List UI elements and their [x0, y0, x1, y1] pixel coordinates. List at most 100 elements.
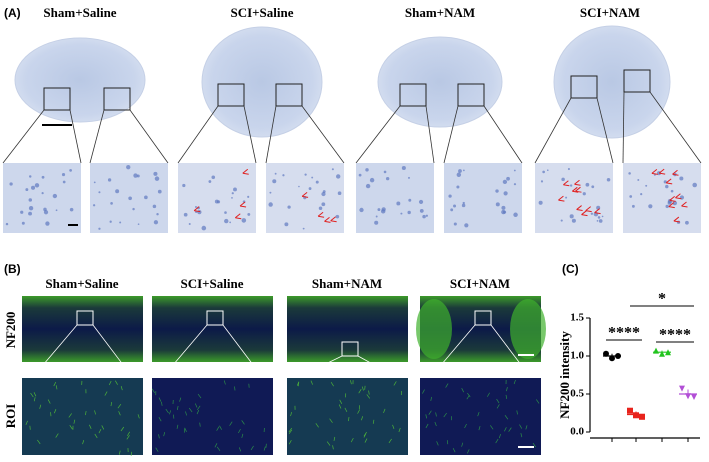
- cell: [153, 171, 158, 176]
- zoom-image: [3, 163, 81, 233]
- fiber: [452, 448, 456, 453]
- cell: [331, 168, 334, 171]
- cell: [419, 209, 424, 213]
- y-tick-label: 1.0: [570, 350, 584, 362]
- cell: [380, 209, 386, 214]
- fiber: [238, 447, 242, 452]
- fiber: [430, 396, 432, 401]
- cell: [542, 170, 545, 174]
- fiber: [37, 439, 41, 445]
- fiber: [68, 413, 72, 418]
- zoom-line: [534, 97, 572, 164]
- cell: [21, 221, 25, 225]
- fiber: [464, 423, 467, 429]
- cell: [216, 200, 221, 204]
- fiber: [120, 386, 123, 391]
- nf200-image: [152, 296, 273, 362]
- roi-box: [43, 87, 71, 111]
- glow: [416, 299, 452, 359]
- zoom-line: [265, 105, 277, 164]
- cell: [247, 195, 250, 198]
- cell: [502, 179, 508, 185]
- cell: [503, 191, 508, 196]
- roi-box: [457, 83, 485, 107]
- cell: [665, 204, 669, 209]
- fiber: [290, 412, 292, 417]
- point: [665, 349, 671, 356]
- cell: [241, 218, 247, 223]
- fiber: [288, 439, 292, 445]
- fiber: [467, 392, 471, 398]
- nf200-image: [287, 296, 408, 362]
- cell: [336, 174, 341, 179]
- cell: [93, 181, 96, 184]
- point: [603, 350, 609, 357]
- zoom-line: [296, 355, 343, 379]
- row-label: NF200: [3, 312, 18, 349]
- fiber: [169, 410, 172, 415]
- fiber: [197, 393, 202, 399]
- panel-label: (C): [562, 262, 579, 276]
- arrow: [672, 169, 679, 176]
- arrow: [239, 201, 247, 208]
- fiber: [55, 385, 58, 390]
- cell: [231, 197, 233, 199]
- fiber: [30, 392, 34, 398]
- cell: [247, 212, 251, 216]
- fiber: [179, 397, 182, 402]
- fiber: [422, 389, 425, 394]
- fiber: [504, 427, 507, 432]
- cell: [365, 168, 369, 172]
- fiber: [310, 380, 313, 385]
- cell: [513, 212, 518, 218]
- cell: [298, 185, 300, 188]
- zoom-line: [161, 324, 208, 379]
- point: [659, 350, 665, 357]
- cell: [375, 215, 378, 218]
- arrow: [651, 169, 658, 175]
- fiber: [98, 428, 102, 434]
- cell: [513, 169, 516, 172]
- cell: [582, 192, 586, 196]
- zoom-line: [92, 324, 134, 379]
- cell: [637, 178, 640, 181]
- cell: [157, 189, 162, 194]
- fiber: [434, 421, 437, 427]
- fiber: [466, 449, 470, 454]
- zoom-line: [483, 105, 523, 164]
- fiber: [216, 446, 221, 451]
- arrow: [242, 168, 249, 175]
- fiber: [496, 404, 500, 409]
- group-title: Sham+NAM: [405, 5, 475, 20]
- fiber: [504, 415, 509, 420]
- fiber: [392, 424, 395, 429]
- cell: [400, 212, 403, 215]
- cell: [188, 222, 191, 225]
- fiber: [368, 390, 370, 395]
- cell: [513, 183, 517, 186]
- fiber: [338, 404, 342, 409]
- cell: [152, 204, 157, 209]
- zoom-line: [649, 91, 702, 164]
- zoom-line: [69, 109, 82, 164]
- fiber: [446, 440, 449, 445]
- cell: [98, 191, 101, 194]
- cell: [408, 176, 410, 179]
- cell: [591, 185, 595, 189]
- cell: [208, 180, 212, 183]
- point: [627, 407, 633, 414]
- cell: [590, 212, 594, 215]
- fiber: [229, 421, 233, 426]
- fiber: [127, 431, 131, 437]
- arrow: [563, 180, 570, 187]
- arrow: [575, 186, 582, 193]
- point: [609, 355, 615, 362]
- roi-box: [103, 87, 131, 111]
- tissue-section: [14, 37, 146, 123]
- cell: [126, 165, 131, 170]
- fiber: [520, 433, 523, 438]
- fiber: [25, 420, 28, 426]
- roi-box: [275, 83, 303, 107]
- arrow: [668, 202, 675, 209]
- fiber: [33, 392, 37, 397]
